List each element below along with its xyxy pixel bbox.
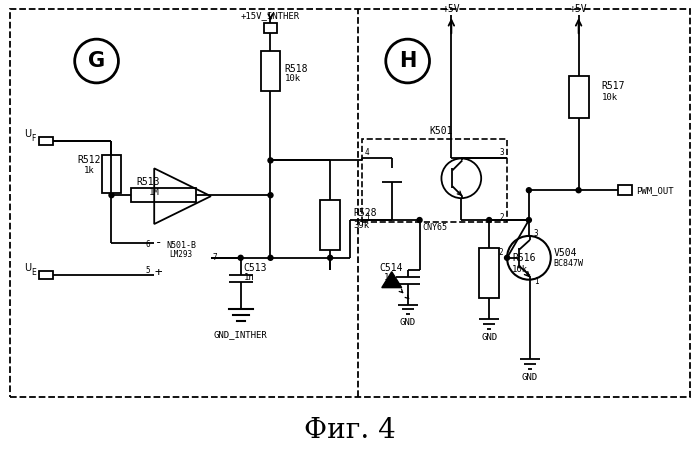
Text: F: F <box>31 134 35 143</box>
Text: PWM_OUT: PWM_OUT <box>636 186 674 195</box>
Text: K501: K501 <box>430 126 453 136</box>
Bar <box>260 51 281 91</box>
Text: H: H <box>399 51 416 71</box>
Text: 1n: 1n <box>244 273 254 282</box>
Text: 10k: 10k <box>601 93 617 102</box>
Circle shape <box>268 158 273 163</box>
Text: N501-B: N501-B <box>166 242 196 251</box>
Circle shape <box>505 255 510 260</box>
Bar <box>568 76 589 118</box>
Text: 10k: 10k <box>512 265 528 274</box>
Text: V504: V504 <box>554 248 578 258</box>
Text: 1: 1 <box>534 277 538 286</box>
Polygon shape <box>382 272 402 288</box>
Text: 10k: 10k <box>284 74 300 84</box>
Bar <box>39 137 52 144</box>
Text: 4: 4 <box>365 148 370 157</box>
Text: 1M: 1M <box>149 188 160 197</box>
Text: GND_INTHER: GND_INTHER <box>214 330 267 339</box>
Bar <box>618 185 632 195</box>
Circle shape <box>486 217 491 222</box>
Text: C514: C514 <box>380 263 403 273</box>
Text: GND: GND <box>400 318 416 327</box>
Circle shape <box>328 255 332 260</box>
Text: CNY65: CNY65 <box>422 223 447 232</box>
Circle shape <box>526 217 531 222</box>
Circle shape <box>417 217 422 222</box>
Bar <box>480 248 499 297</box>
Text: +15V_INTHER: +15V_INTHER <box>241 11 300 20</box>
Bar <box>102 155 121 193</box>
Text: +5V: +5V <box>570 5 587 15</box>
Text: 5: 5 <box>146 266 150 275</box>
Circle shape <box>268 255 273 260</box>
Text: GND: GND <box>481 333 497 342</box>
Text: +: + <box>155 266 162 279</box>
Bar <box>320 200 340 250</box>
Text: G: G <box>88 51 105 71</box>
Text: R528: R528 <box>353 208 377 218</box>
Text: R517: R517 <box>601 81 625 91</box>
Bar <box>10 10 690 397</box>
Text: +5V: +5V <box>442 5 460 15</box>
Text: R513: R513 <box>136 177 160 188</box>
Text: 3: 3 <box>534 229 538 238</box>
Text: 6: 6 <box>146 240 150 249</box>
Text: Фиг. 4: Фиг. 4 <box>304 417 396 444</box>
Text: -: - <box>155 237 162 249</box>
Circle shape <box>268 192 273 197</box>
Text: 2: 2 <box>499 212 504 222</box>
Text: 1n: 1n <box>384 273 395 282</box>
Circle shape <box>526 188 531 192</box>
Circle shape <box>238 255 243 260</box>
Text: U: U <box>24 263 31 273</box>
Text: 1k: 1k <box>83 166 94 175</box>
Text: 39k: 39k <box>353 221 369 230</box>
Bar <box>132 188 196 202</box>
Text: 2: 2 <box>498 248 503 257</box>
Text: 7: 7 <box>213 253 218 262</box>
Text: 3: 3 <box>499 148 504 157</box>
Text: R512: R512 <box>78 155 102 165</box>
Text: BC847W: BC847W <box>554 259 584 268</box>
Text: U: U <box>24 128 31 138</box>
Text: E: E <box>31 268 36 277</box>
Text: R518: R518 <box>284 64 308 74</box>
Bar <box>39 271 52 279</box>
Text: LM293: LM293 <box>169 250 193 259</box>
Text: GND: GND <box>522 373 538 381</box>
Text: R516: R516 <box>512 253 536 263</box>
Circle shape <box>109 192 114 197</box>
Bar <box>263 23 277 33</box>
Circle shape <box>576 188 581 192</box>
Text: 1: 1 <box>365 212 370 222</box>
Text: C513: C513 <box>244 263 267 273</box>
Bar <box>362 138 507 222</box>
